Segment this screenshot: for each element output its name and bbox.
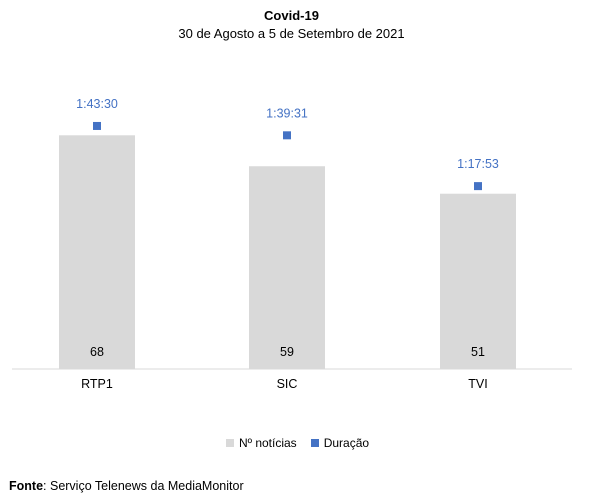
duration-marker-sic [283,131,291,140]
source-text: Serviço Telenews da MediaMonitor [49,479,244,493]
duration-label-tvi: 1:17:53 [457,157,499,171]
legend-label-noticias: Nº notícias [238,436,297,450]
bar-sic [249,166,325,369]
legend-swatch-noticias [225,439,234,447]
chart-legend: Nº notícias Duração [0,436,595,450]
duration-label-sic: 1:39:31 [266,106,308,120]
legend-item-duracao: Duração [310,436,370,450]
chart-plot: 68 RTP1 1:43:30 59 SIC 1:39:31 51 TVI 1:17:53 [12,97,572,391]
duration-marker-tvi [474,182,482,191]
x-tick-label-tvi: TVI [468,377,487,391]
bar-label-rtp1: 68 [90,345,104,359]
chart-subtitle: 30 de Agosto a 5 de Setembro de 2021 [178,26,405,41]
legend-label-duracao: Duração [323,436,370,450]
chart-title: Covid-19 [264,8,319,23]
bar-tvi [440,193,516,369]
bar-rtp1 [59,135,135,369]
duration-marker-rtp1 [93,121,101,130]
legend-item-noticias: Nº notícias [225,436,297,450]
x-tick-label-rtp1: RTP1 [81,377,113,391]
legend-swatch-duracao [310,439,319,447]
source-note: Fonte: Serviço Telenews da MediaMonitor [9,479,244,493]
duration-label-rtp1: 1:43:30 [76,97,118,111]
bar-label-sic: 59 [280,345,294,359]
source-label: Fonte [9,479,44,493]
x-tick-label-sic: SIC [277,377,298,391]
bar-label-tvi: 51 [471,345,485,359]
